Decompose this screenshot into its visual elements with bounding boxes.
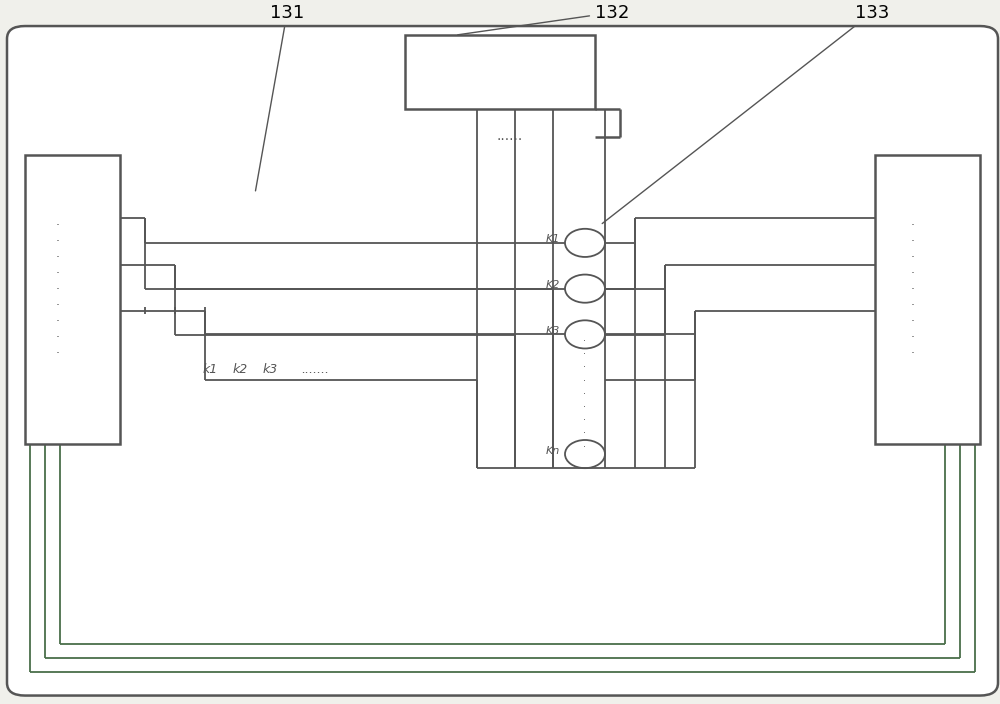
Text: .
.
.
.
.
.
.
.
.: . . . . . . . . .: [584, 333, 586, 448]
Text: 133: 133: [602, 4, 889, 224]
Text: .
.
.
.
.
.
.
.
.: . . . . . . . . .: [911, 215, 915, 356]
Text: K1: K1: [546, 234, 560, 244]
Text: .......: .......: [301, 363, 329, 376]
Text: 131: 131: [255, 4, 304, 191]
Text: k2: k2: [232, 363, 248, 376]
Bar: [875, 155, 980, 444]
Text: 132: 132: [458, 4, 629, 34]
Text: k1: k1: [202, 363, 218, 376]
Text: ......: ......: [497, 129, 523, 143]
Bar: [25, 155, 120, 444]
Text: Kn: Kn: [546, 446, 560, 455]
Bar: [405, 35, 595, 109]
Text: K2: K2: [546, 280, 560, 290]
Text: K3: K3: [546, 326, 560, 336]
Text: .
.
.
.
.
.
.
.
.: . . . . . . . . .: [56, 215, 60, 356]
Text: k3: k3: [262, 363, 278, 376]
FancyBboxPatch shape: [7, 26, 998, 696]
